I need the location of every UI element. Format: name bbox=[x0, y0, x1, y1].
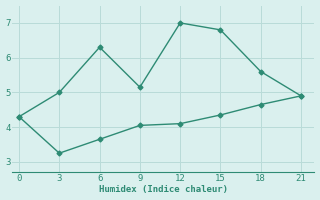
X-axis label: Humidex (Indice chaleur): Humidex (Indice chaleur) bbox=[99, 185, 228, 194]
